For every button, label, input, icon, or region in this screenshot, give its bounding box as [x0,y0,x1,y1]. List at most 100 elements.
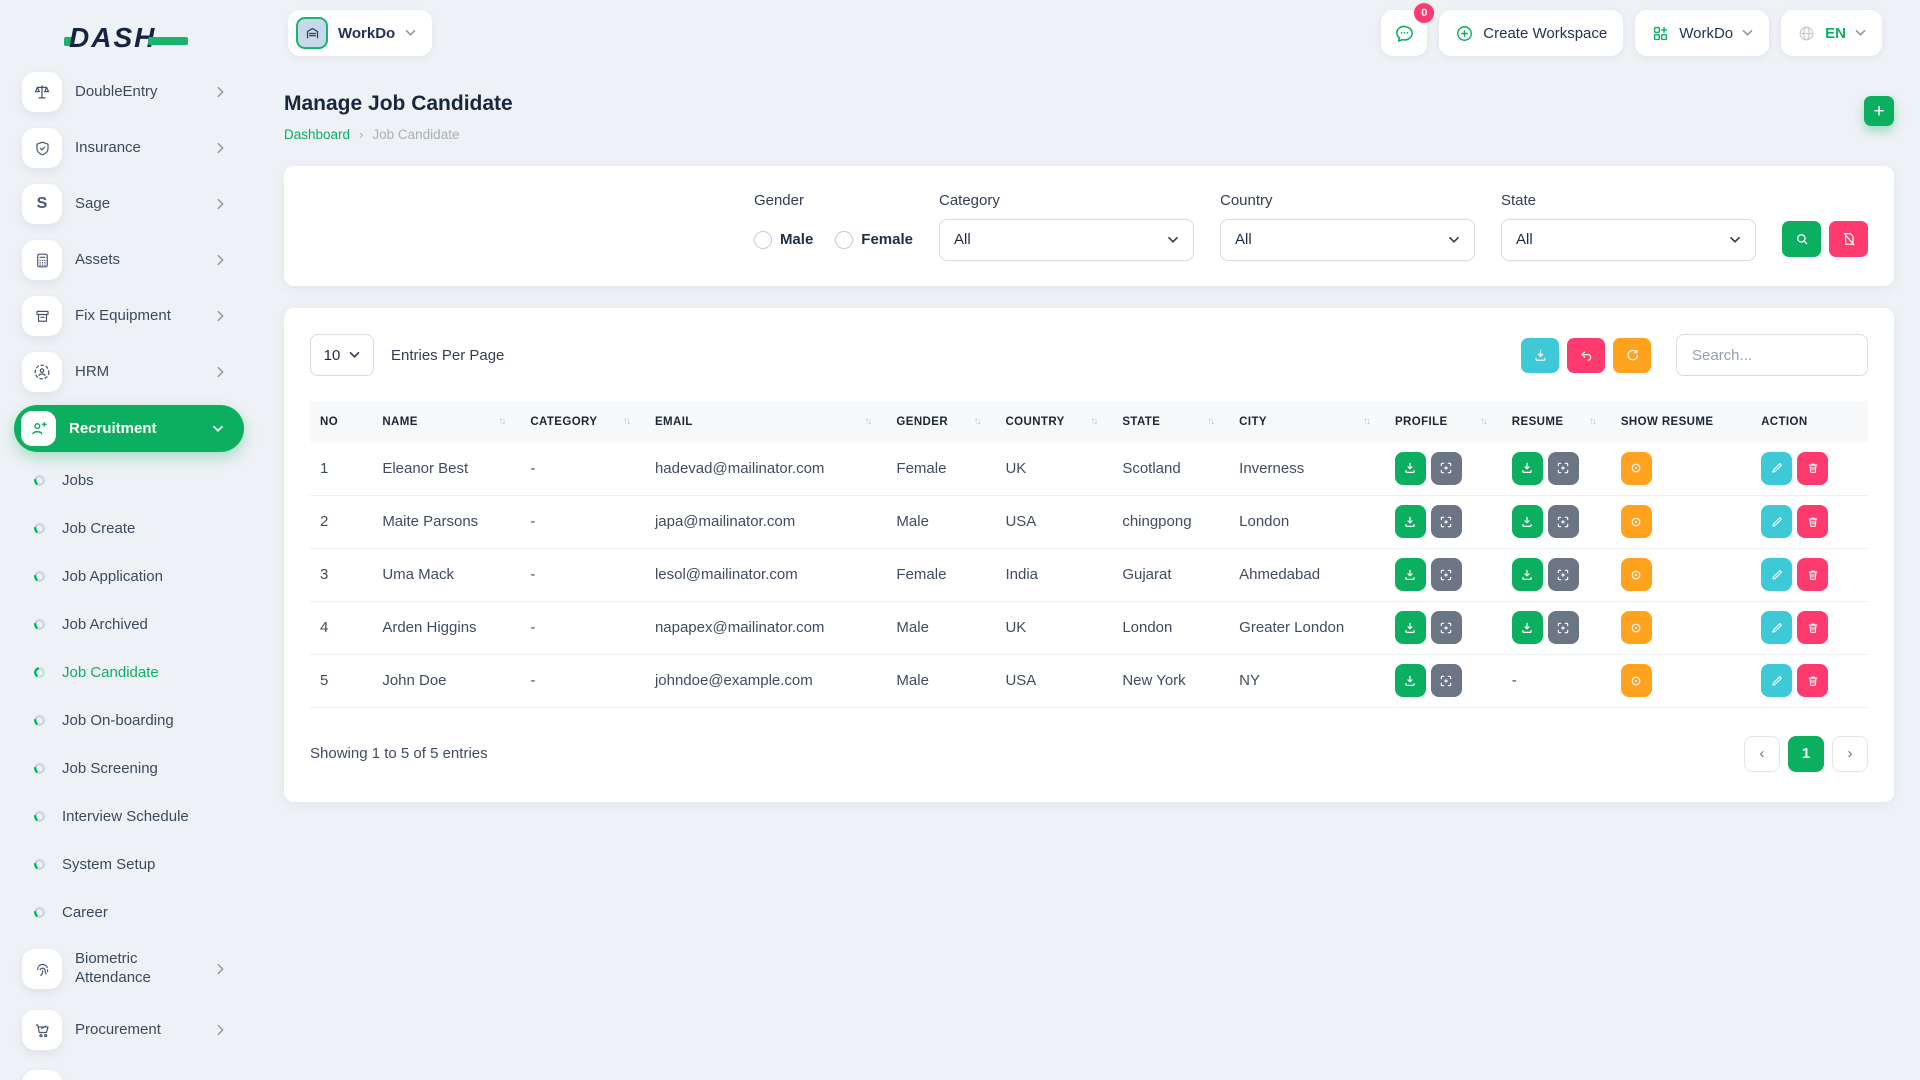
sort-icon[interactable]: ↑↓ [623,416,635,427]
entries-per-page-select[interactable]: 10 [310,334,374,376]
profile-download-button[interactable] [1395,664,1426,697]
sidebar-subitem[interactable]: Jobs [0,456,258,504]
profile-preview-button[interactable] [1431,558,1462,591]
sort-icon[interactable]: ↑↓ [1480,416,1492,427]
edit-button[interactable] [1761,558,1792,591]
sort-icon[interactable]: ↑↓ [1090,416,1102,427]
resume-preview-button[interactable] [1548,558,1579,591]
sidebar-subitem[interactable]: Job Screening [0,744,258,792]
sidebar-subitem[interactable]: Job Archived [0,600,258,648]
sidebar-subitem[interactable]: Job On-boarding [0,696,258,744]
sidebar-subitem[interactable]: Job Application [0,552,258,600]
profile-download-button[interactable] [1395,558,1426,591]
messenger-button[interactable]: 0 [1381,10,1427,56]
delete-button[interactable] [1797,664,1828,697]
undo-button[interactable] [1567,338,1605,373]
resume-preview-button[interactable] [1548,505,1579,538]
edit-button[interactable] [1761,505,1792,538]
breadcrumb-dashboard-link[interactable]: Dashboard [284,127,350,142]
sidebar-item-recruitment-active[interactable]: Recruitment [14,405,244,452]
edit-button[interactable] [1761,611,1792,644]
sort-icon[interactable]: ↑↓ [973,416,985,427]
resume-preview-button[interactable] [1548,611,1579,644]
workspace-switcher[interactable]: WorkDo [288,10,432,56]
search-input[interactable] [1676,334,1868,376]
sort-icon[interactable]: ↑↓ [864,416,876,427]
radio-circle-icon[interactable] [754,231,772,249]
sidebar-item-hrm[interactable]: HRM [0,344,258,400]
resume-download-button[interactable] [1512,452,1543,485]
column-header[interactable]: CITY ↑↓ [1229,401,1385,442]
profile-preview-button[interactable] [1431,452,1462,485]
column-header[interactable]: NO [310,401,372,442]
column-header[interactable]: SHOW RESUME [1611,401,1751,442]
show-resume-button[interactable] [1621,558,1652,591]
refresh-button[interactable] [1613,338,1651,373]
profile-preview-button[interactable] [1431,664,1462,697]
delete-button[interactable] [1797,452,1828,485]
sort-icon[interactable]: ↑↓ [1207,416,1219,427]
sidebar-subitem[interactable]: Job Candidate [0,648,258,696]
resume-download-button[interactable] [1512,611,1543,644]
create-workspace-button[interactable]: Create Workspace [1439,10,1623,56]
state-select[interactable]: All [1501,219,1756,261]
show-resume-button[interactable] [1621,611,1652,644]
column-header[interactable]: ACTION [1751,401,1868,442]
clear-filter-button[interactable] [1829,221,1868,257]
show-resume-button[interactable] [1621,452,1652,485]
sort-icon[interactable]: ↑↓ [1589,416,1601,427]
column-header[interactable]: COUNTRY ↑↓ [995,401,1112,442]
column-header[interactable]: STATE ↑↓ [1112,401,1229,442]
sidebar-item-assets[interactable]: Assets [0,232,258,288]
profile-preview-button[interactable] [1431,505,1462,538]
sidebar-item-biometric-attendance[interactable]: Biometric Attendance [0,936,258,1002]
pagination-prev-button[interactable]: ‹ [1744,736,1780,772]
column-header[interactable]: CATEGORY ↑↓ [520,401,645,442]
edit-button[interactable] [1761,452,1792,485]
delete-button[interactable] [1797,505,1828,538]
workdo-menu-button[interactable]: WorkDo [1635,10,1769,56]
profile-download-button[interactable] [1395,611,1426,644]
language-selector[interactable]: EN [1781,10,1882,56]
export-button[interactable] [1521,338,1559,373]
sidebar-subitem[interactable]: Career [0,888,258,936]
sidebar-item-partial[interactable] [0,1062,258,1080]
resume-preview-button[interactable] [1548,452,1579,485]
edit-button[interactable] [1761,664,1792,697]
gender-male-radio[interactable]: Male [754,231,813,249]
column-header[interactable]: EMAIL ↑↓ [645,401,886,442]
pagination-next-button[interactable]: › [1832,736,1868,772]
sidebar-item-sage[interactable]: S Sage [0,176,258,232]
sidebar-subitem[interactable]: System Setup [0,840,258,888]
radio-circle-icon[interactable] [835,231,853,249]
apply-filter-button[interactable] [1782,221,1821,257]
show-resume-button[interactable] [1621,664,1652,697]
add-candidate-button[interactable]: + [1864,96,1894,126]
profile-download-button[interactable] [1395,452,1426,485]
column-header[interactable]: RESUME ↑↓ [1502,401,1611,442]
sidebar-subitem[interactable]: Job Create [0,504,258,552]
sort-icon[interactable]: ↑↓ [498,416,510,427]
trash-icon [1806,461,1820,475]
sidebar-item-procurement[interactable]: Procurement [0,1002,258,1058]
sort-icon[interactable]: ↑↓ [1363,416,1375,427]
gender-female-radio[interactable]: Female [835,231,913,249]
sidebar-item-doubleentry[interactable]: DoubleEntry [0,64,258,120]
sidebar-item-insurance[interactable]: Insurance [0,120,258,176]
delete-button[interactable] [1797,558,1828,591]
delete-button[interactable] [1797,611,1828,644]
show-resume-button[interactable] [1621,505,1652,538]
resume-download-button[interactable] [1512,558,1543,591]
app-logo[interactable]: DASH [64,22,188,54]
sidebar-subitem[interactable]: Interview Schedule [0,792,258,840]
column-header[interactable]: PROFILE ↑↓ [1385,401,1502,442]
country-select[interactable]: All [1220,219,1475,261]
pagination-page-1-button[interactable]: 1 [1788,736,1824,772]
profile-download-button[interactable] [1395,505,1426,538]
resume-download-button[interactable] [1512,505,1543,538]
column-header[interactable]: NAME ↑↓ [372,401,520,442]
sidebar-item-fix-equipment[interactable]: Fix Equipment [0,288,258,344]
profile-preview-button[interactable] [1431,611,1462,644]
category-select[interactable]: All [939,219,1194,261]
column-header[interactable]: GENDER ↑↓ [886,401,995,442]
